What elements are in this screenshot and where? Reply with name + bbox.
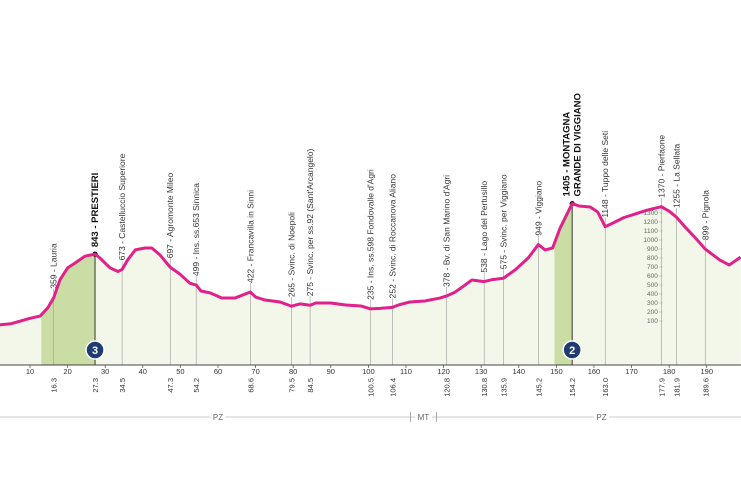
x-tick-label: 120 bbox=[437, 367, 450, 376]
x-tick-label: 180 bbox=[663, 367, 676, 376]
waypoint-km: 106.4 bbox=[388, 378, 397, 397]
waypoint-km: 68.6 bbox=[246, 378, 255, 393]
x-tick-label: 50 bbox=[176, 367, 184, 376]
waypoint-label: 1370 - Pierfaone bbox=[656, 135, 666, 198]
x-tick-label: 160 bbox=[588, 367, 601, 376]
waypoint-label: 265 - Svinc. di Noepoli bbox=[286, 212, 296, 297]
waypoint-km: 47.3 bbox=[166, 378, 175, 393]
climb-area bbox=[41, 254, 96, 365]
scale-label: 1000 bbox=[643, 237, 658, 244]
scale-label: 1300 bbox=[643, 210, 658, 217]
waypoint-label: 575 - Svinc. per Viggiano bbox=[498, 174, 508, 269]
x-tick-label: 170 bbox=[625, 367, 638, 376]
x-tick-label: 20 bbox=[63, 367, 71, 376]
scale-label: 700 bbox=[647, 264, 658, 271]
waypoint-km: 84.5 bbox=[306, 378, 315, 393]
waypoint-km: 27.3 bbox=[91, 378, 100, 393]
waypoint-label: 235 - Ins. ss.598 Fondovalle d'Agri bbox=[365, 169, 375, 300]
waypoint-label: 697 - Agromonte Mileo bbox=[165, 172, 175, 258]
climb-marker bbox=[562, 340, 582, 360]
scale-label: 300 bbox=[647, 300, 658, 307]
waypoint-label: 359 - Lauria bbox=[49, 243, 59, 289]
waypoint-label: 949 - Viggiano bbox=[533, 181, 543, 236]
province-label: PZ bbox=[213, 413, 223, 422]
scale-label: 400 bbox=[647, 291, 658, 298]
province-label: PZ bbox=[596, 413, 606, 422]
climb-category: 3 bbox=[92, 345, 98, 357]
waypoint-km: 154.2 bbox=[568, 378, 577, 397]
province-label: MT bbox=[418, 413, 430, 422]
waypoint-km: 163.0 bbox=[601, 378, 610, 397]
waypoint-label: 673 - Castelluccio Superiore bbox=[117, 153, 127, 260]
x-tick-label: 150 bbox=[550, 367, 563, 376]
x-tick-label: 80 bbox=[289, 367, 297, 376]
scale-label: 800 bbox=[647, 255, 658, 262]
x-tick-label: 90 bbox=[327, 367, 335, 376]
scale-label: 1100 bbox=[644, 228, 658, 235]
waypoint-label: 422 - Francavilla in Sinni bbox=[245, 190, 255, 283]
x-tick-label: 100 bbox=[362, 367, 375, 376]
scale-label: 1200 bbox=[643, 219, 658, 226]
x-tick-label: 60 bbox=[214, 367, 222, 376]
summit-label: GRANDE DI VIGGIANO bbox=[573, 93, 584, 196]
scale-label: 200 bbox=[647, 309, 658, 316]
x-tick-label: 130 bbox=[475, 367, 488, 376]
waypoint-label: 252 - Svinc. di Roccanova Aliano bbox=[387, 174, 397, 299]
waypoint-km: 120.8 bbox=[443, 378, 452, 397]
waypoint-km: 189.6 bbox=[701, 378, 710, 397]
waypoint-label: 1255 - La Sellata bbox=[671, 144, 681, 209]
x-tick-label: 40 bbox=[139, 367, 147, 376]
x-tick-label: 110 bbox=[400, 367, 412, 376]
waypoint-km: 135.9 bbox=[499, 378, 508, 397]
x-tick-label: 70 bbox=[251, 367, 259, 376]
waypoint-km: 54.2 bbox=[192, 378, 201, 393]
waypoint-label: 899 - Pignola bbox=[700, 190, 710, 240]
scale-label: 600 bbox=[647, 273, 658, 280]
scale-label: 500 bbox=[647, 282, 658, 289]
waypoint-km: 130.8 bbox=[480, 378, 489, 397]
waypoint-label: 538 - Lago del Pertusillo bbox=[479, 181, 489, 273]
waypoint-km: 34.5 bbox=[118, 378, 127, 393]
waypoint-label: 378 - Bv. di San Marino d'Agri bbox=[442, 175, 452, 287]
summit-label: 1405 - MONTAGNA bbox=[562, 112, 573, 197]
x-tick-label: 140 bbox=[513, 367, 526, 376]
climb-area bbox=[554, 203, 573, 365]
waypoint-km: 16.3 bbox=[50, 378, 59, 393]
scale-label: 900 bbox=[647, 246, 658, 253]
scale-label: 100 bbox=[647, 318, 658, 325]
waypoint-km: 177.9 bbox=[657, 378, 666, 397]
waypoint-km: 145.2 bbox=[534, 378, 543, 397]
waypoint-label: 275 - Svinc. per ss.92 (Sant'Arcangelo) bbox=[305, 148, 315, 296]
waypoint-label: 1148 - Tuppo delle Seti bbox=[600, 131, 610, 218]
profile-line bbox=[0, 202, 741, 327]
waypoint-km: 100.5 bbox=[366, 378, 375, 397]
x-tick-label: 10 bbox=[26, 367, 34, 376]
climb-category: 2 bbox=[569, 345, 575, 357]
waypoint-km: 79.5 bbox=[287, 378, 296, 393]
waypoint-km: 181.9 bbox=[672, 378, 681, 397]
waypoint-label: 499 - Ins. ss.653 Sinnica bbox=[191, 183, 201, 276]
x-tick-label: 190 bbox=[701, 367, 714, 376]
summit-label: 843 - PRESTIERI bbox=[90, 173, 101, 247]
x-tick-label: 30 bbox=[101, 367, 109, 376]
climb-marker bbox=[85, 340, 105, 360]
